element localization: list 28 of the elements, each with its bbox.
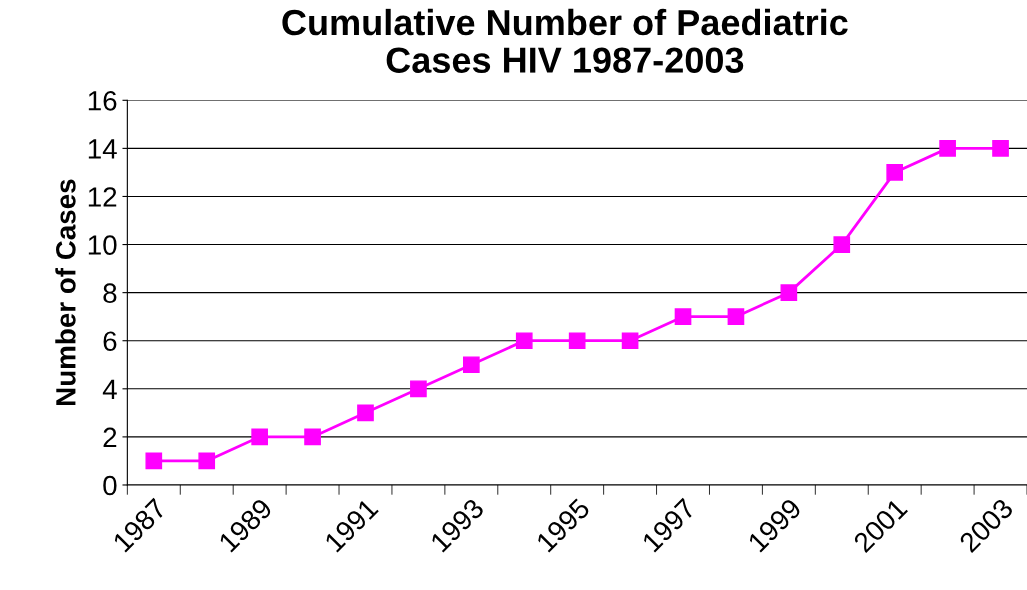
point: [833, 236, 851, 253]
point: [727, 308, 745, 326]
point: [304, 428, 321, 446]
y-tick-label: 0: [103, 475, 117, 496]
point: [939, 140, 956, 157]
point: [198, 452, 216, 470]
point: [886, 164, 904, 181]
y-tick-label: 4: [102, 379, 117, 399]
point: [674, 308, 692, 326]
point: [780, 284, 798, 301]
point: [410, 380, 427, 398]
point: [992, 140, 1009, 157]
point: [462, 356, 480, 374]
point: [145, 452, 163, 470]
y-tick-label: 12: [88, 187, 117, 207]
y-tick-label: 8: [103, 283, 117, 303]
y-tick-label: 6: [103, 331, 117, 352]
y-axis-title: Number of Cases: [55, 179, 76, 406]
chart-title: Cumulative Number of Paediatric Cases HIV 1987-2003: [282, 8, 848, 74]
point: [621, 332, 639, 350]
point: [251, 428, 268, 446]
y-tick-label: 10: [88, 235, 117, 255]
point: [357, 404, 374, 422]
point: [515, 332, 533, 350]
y-tick-label: 14: [88, 139, 117, 159]
y-tick-label: 2: [103, 427, 117, 447]
point: [568, 332, 586, 350]
y-tick-label: 16: [88, 90, 117, 111]
